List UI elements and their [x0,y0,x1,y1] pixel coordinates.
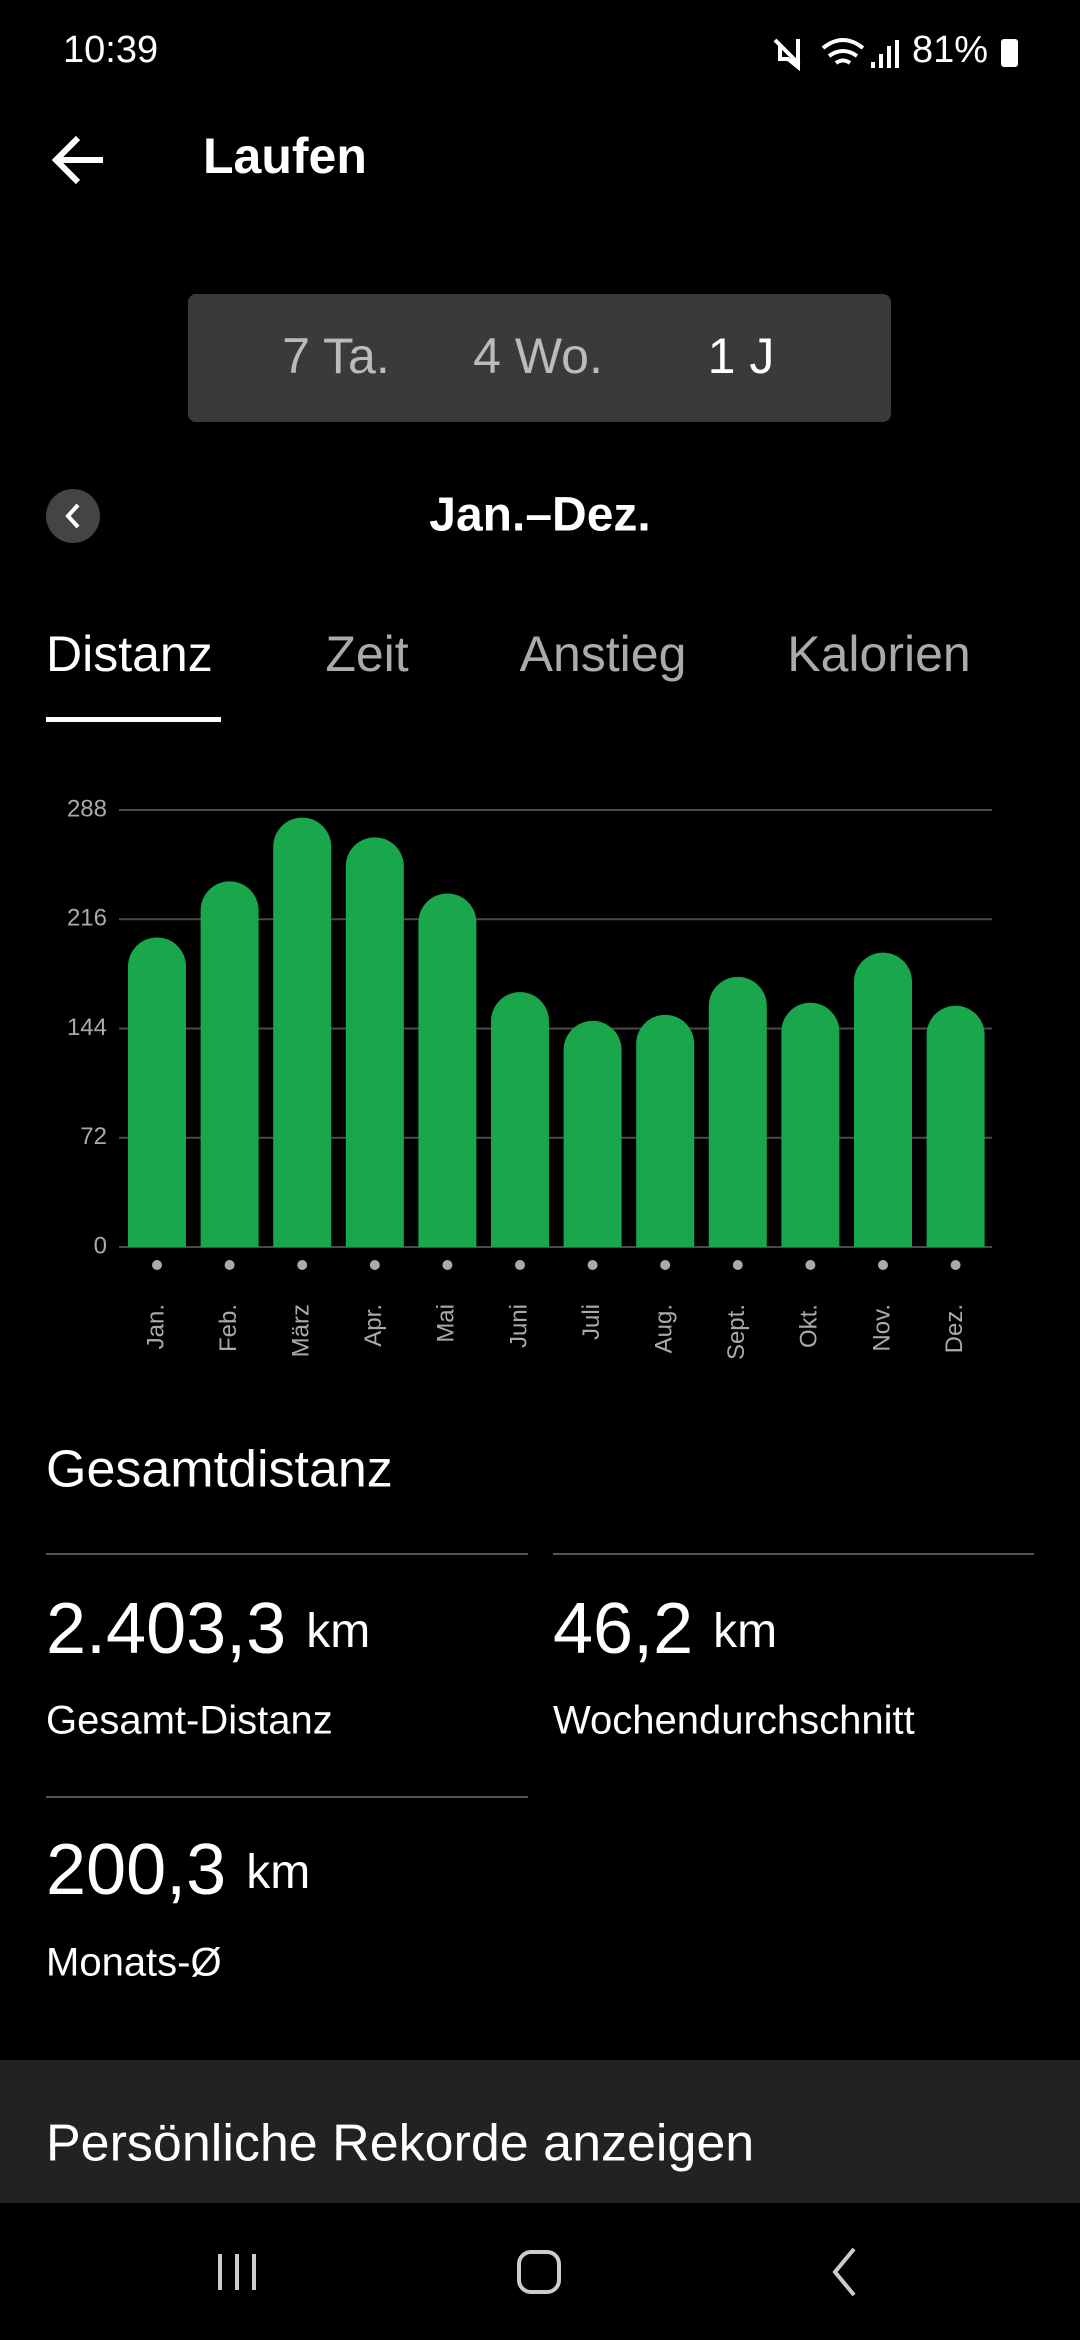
bar [491,992,549,1247]
x-dot [369,1260,380,1270]
x-tick-label: Sept. [723,1304,750,1360]
y-tick-label: 144 [67,1014,107,1041]
prev-period-button[interactable] [46,489,100,543]
stat-label: Gesamt-Distanz [46,1699,333,1743]
stat-number: 200,3 [46,1830,226,1910]
range-tab[interactable]: 1 J [708,328,775,384]
bar [418,893,477,1247]
x-tick-label: Mai [433,1304,460,1343]
y-tick-label: 216 [67,905,107,932]
x-dot [152,1260,162,1270]
range-selector [188,294,891,422]
x-tick-label: Feb. [215,1304,242,1352]
stat-label: Wochendurchschnitt [553,1699,915,1743]
bar [128,937,186,1247]
y-tick-label: 288 [67,795,107,822]
nav-home[interactable] [517,2250,561,2294]
battery-icon [1001,39,1018,67]
x-tick-label: Juni [505,1304,532,1348]
x-tick-label: Juli [578,1304,605,1340]
x-tick-label: Okt. [796,1304,823,1348]
stat-number: 46,2 [553,1589,693,1669]
status-battery: 81% [912,29,988,71]
bar [563,1020,622,1247]
bar [273,817,332,1247]
metric-tab[interactable]: Kalorien [787,626,970,682]
tab-indicator [46,717,221,722]
x-tick-label: Apr. [360,1304,387,1347]
range-tab[interactable]: 4 Wo. [473,328,603,384]
x-dot [660,1260,671,1270]
nav-bar [218,2247,856,2297]
range-tab[interactable]: 7 Ta. [282,328,390,384]
bar [708,976,767,1247]
metric-tab[interactable]: Anstieg [520,626,687,682]
x-tick-label: Jan. [142,1304,169,1349]
bar [345,837,404,1247]
summary-title: Gesamtdistanz [46,1441,393,1499]
bar [636,1014,695,1247]
x-dot [224,1260,235,1270]
stat-unit: km [713,1605,777,1658]
x-dot [442,1260,453,1270]
x-tick-label: Dez. [941,1304,968,1353]
bar [926,1005,985,1247]
bar [200,881,259,1247]
x-dot [878,1260,888,1270]
x-tick-label: März [288,1304,315,1357]
x-dot [515,1260,525,1270]
x-tick-label: Aug. [651,1304,678,1353]
prev-icon [65,503,80,529]
status-time: 10:39 [63,29,158,71]
y-tick-label: 72 [80,1123,107,1150]
x-dot [732,1260,743,1270]
x-tick-label: Nov. [868,1304,895,1352]
y-tick-label: 0 [94,1232,107,1259]
x-dot [297,1260,308,1270]
stat-value: 2.403,3 km [46,1589,370,1669]
period-label: Jan.–Dez. [429,489,650,542]
back-button[interactable] [51,135,103,185]
x-dot [805,1260,816,1270]
metric-tab[interactable]: Zeit [325,626,408,682]
status-icons [773,38,899,72]
metric-tab[interactable]: Distanz [46,626,213,682]
header-title: Laufen [203,128,367,184]
stat-number: 2.403,3 [46,1589,286,1669]
records-button[interactable] [0,2060,1080,2203]
x-dot [587,1260,598,1270]
stat-value: 200,3 km [46,1830,310,1910]
nav-back[interactable] [832,2247,856,2297]
nav-recents[interactable] [218,2254,256,2290]
stat-label: Monats-Ø [46,1941,222,1985]
stat-unit: km [306,1605,370,1658]
x-dot [950,1260,961,1270]
stat-unit: km [246,1846,310,1899]
records-label: Persönliche Rekorde anzeigen [46,2115,754,2173]
bar [781,1002,840,1247]
stat-value: 46,2 km [553,1589,777,1669]
bar [854,952,912,1247]
